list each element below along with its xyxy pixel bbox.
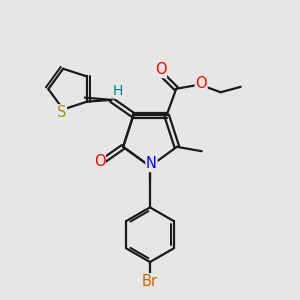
Text: O: O (195, 76, 207, 91)
Text: N: N (146, 157, 157, 172)
Text: S: S (57, 105, 66, 120)
Text: O: O (155, 62, 166, 77)
Text: Br: Br (142, 274, 158, 289)
Text: O: O (94, 154, 105, 169)
Text: H: H (113, 84, 123, 98)
